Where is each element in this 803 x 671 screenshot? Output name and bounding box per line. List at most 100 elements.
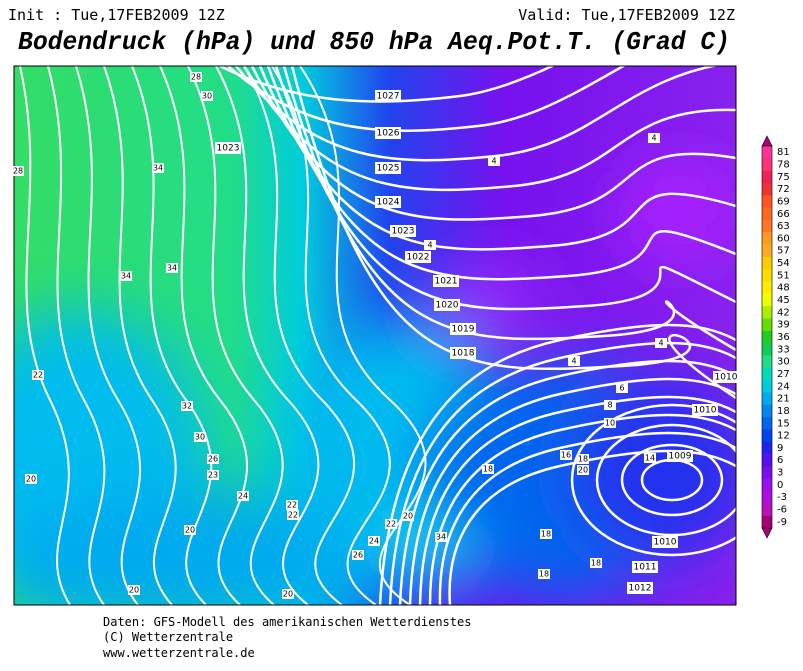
isobar-label-box — [375, 127, 401, 139]
colorbar-segment — [762, 417, 772, 430]
theta-isoline — [103, 66, 177, 605]
isobar-label-box — [375, 196, 401, 208]
colorbar-segment — [762, 392, 772, 406]
isobar-label-box — [390, 225, 416, 237]
theta-label: 22 — [287, 501, 297, 510]
theta-label-box — [128, 585, 140, 595]
isobar — [250, 66, 736, 221]
theta-label-box — [181, 401, 193, 411]
theta-label: 20 — [578, 466, 588, 475]
colorbar-segment — [762, 293, 772, 307]
init-time: Init : Tue,17FEB2009 12Z — [8, 6, 225, 24]
theta-label-box — [616, 383, 628, 393]
theta-label-box — [166, 263, 178, 273]
theta-isoline — [215, 66, 320, 605]
theta-label: 24 — [369, 537, 379, 546]
theta-label: 26 — [353, 551, 363, 560]
theta-label: 18 — [483, 465, 493, 474]
colorbar-label: 45 — [777, 295, 790, 306]
map-title: Bodendruck (hPa) und 850 hPa Aeq.Pot.T. … — [18, 27, 730, 57]
theta-label-box — [482, 464, 494, 474]
isobar-label: 1023 — [392, 227, 415, 237]
colorbar-label: 12 — [777, 431, 790, 442]
colorbar-segment — [762, 404, 772, 418]
theta-label-box — [287, 510, 299, 520]
isobar-label: 1012 — [629, 584, 652, 594]
colorbar-label: 6 — [777, 455, 783, 466]
isobar — [274, 66, 736, 311]
isobar-label: 1025 — [377, 164, 400, 174]
theta-label: 4 — [427, 241, 432, 250]
theta-label: 32 — [182, 402, 192, 411]
colorbar-label: 0 — [777, 480, 783, 491]
theta-label-box — [402, 511, 414, 521]
colorbar-segment — [762, 343, 772, 356]
colorbar-label: 75 — [777, 172, 790, 183]
isobar-label: 1011 — [634, 563, 657, 573]
isobar — [290, 66, 736, 400]
isobar — [378, 323, 736, 605]
theta-isoline — [271, 66, 391, 605]
isobar — [438, 431, 736, 605]
theta-label: 23 — [208, 471, 218, 480]
isobar-label-box — [215, 142, 241, 154]
theta-label: 28 — [191, 73, 201, 82]
theta-isoline — [47, 66, 106, 605]
colorbar-label: 21 — [777, 394, 790, 405]
theta-isoline — [75, 66, 142, 605]
theta-label-box — [648, 133, 660, 143]
colorbar-segment — [762, 207, 772, 221]
theta-label-box — [604, 400, 616, 410]
colorbar-segment — [762, 503, 772, 516]
footer-url: www.wetterzentrale.de — [103, 646, 255, 660]
isobar-label: 1024 — [377, 198, 400, 208]
theta-label: 8 — [607, 401, 612, 410]
colorbar-segment — [762, 170, 772, 184]
theta-label: 30 — [202, 92, 212, 101]
colorbar-segment — [762, 182, 772, 196]
colorbar-segment — [762, 232, 772, 245]
colorbar-segment — [762, 269, 772, 282]
colorbar-label: 57 — [777, 246, 790, 257]
theta-label-box — [286, 500, 298, 510]
isobar — [570, 403, 736, 557]
theta-label: 4 — [571, 357, 576, 366]
isobar-label: 1020 — [436, 301, 459, 311]
colorbar-label: 36 — [777, 332, 790, 343]
theta-label: 34 — [436, 533, 446, 542]
theta-label-box — [385, 519, 397, 529]
theta-label: 16 — [561, 451, 571, 460]
isobar-label: 1010 — [654, 538, 677, 548]
colorbar-segment — [762, 515, 772, 529]
colorbar-label: 3 — [777, 468, 783, 479]
theta-label-box — [604, 418, 616, 428]
theta-label: 18 — [541, 530, 551, 539]
theta-label: 20 — [283, 590, 293, 599]
theta-label-box — [352, 550, 364, 560]
colorbar-label: 42 — [777, 307, 790, 318]
isobar-label-box — [692, 404, 718, 416]
isobar-label: 1023 — [217, 144, 240, 154]
isobar-label-box — [434, 299, 460, 311]
theta-label-box — [237, 491, 249, 501]
valid-time: Valid: Tue,17FEB2009 12Z — [518, 6, 735, 24]
isobar — [408, 377, 736, 605]
theta-label: 22 — [288, 511, 298, 520]
theta-isoline — [187, 66, 284, 605]
isobar — [282, 66, 736, 352]
map-frame — [13, 65, 737, 606]
isobar-label-box — [405, 251, 431, 263]
isobar-label-box — [450, 323, 476, 335]
colorbar-label: 18 — [777, 406, 790, 417]
theta-label: 4 — [491, 157, 496, 166]
theta-label-box — [568, 356, 580, 366]
colorbar-segment — [762, 429, 772, 443]
colorbar-segment — [762, 441, 772, 455]
theta-label: 28 — [13, 167, 23, 176]
footer-copyright: (C) Wetterzentrale — [103, 630, 233, 644]
theta-label-box — [282, 589, 294, 599]
colorbar-label: 60 — [777, 233, 790, 244]
colorbar-label: 48 — [777, 283, 790, 294]
colorbar-segment — [762, 380, 772, 393]
isobar-label-box — [713, 371, 739, 383]
